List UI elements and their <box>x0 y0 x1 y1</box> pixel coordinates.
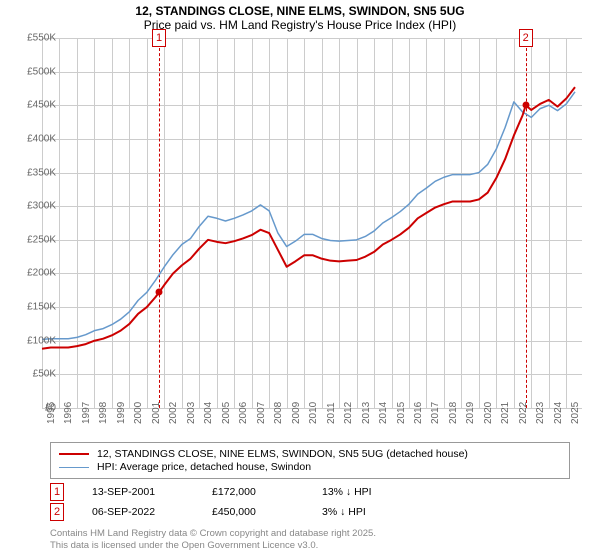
sale-dot <box>156 289 163 296</box>
x-axis-label: 1998 <box>98 402 109 424</box>
x-axis-label: 2018 <box>448 402 459 424</box>
x-axis-label: 1997 <box>81 402 92 424</box>
x-axis-label: 2016 <box>413 402 424 424</box>
x-axis-label: 2014 <box>378 402 389 424</box>
sales-row-marker: 1 <box>50 483 64 501</box>
x-axis-label: 2010 <box>308 402 319 424</box>
legend-swatch <box>59 453 89 455</box>
x-axis-label: 2022 <box>518 402 529 424</box>
chart-area: 12 <box>42 38 582 408</box>
legend-row: HPI: Average price, detached house, Swin… <box>59 461 561 473</box>
legend-label: 12, STANDINGS CLOSE, NINE ELMS, SWINDON,… <box>97 448 468 460</box>
line-series-svg <box>42 38 582 408</box>
x-axis-label: 2007 <box>256 402 267 424</box>
legend-swatch <box>59 467 89 468</box>
series-line <box>42 87 575 349</box>
x-axis-label: 2017 <box>430 402 441 424</box>
x-axis-label: 2024 <box>553 402 564 424</box>
x-axis-label: 2004 <box>203 402 214 424</box>
y-axis-label: £350K <box>6 167 56 178</box>
y-axis-label: £200K <box>6 268 56 279</box>
sales-row: 2 06-SEP-2022£450,0003% ↓ HPI <box>50 502 422 522</box>
x-axis-label: 2009 <box>291 402 302 424</box>
x-axis-label: 2003 <box>186 402 197 424</box>
y-axis-label: £50K <box>6 369 56 380</box>
x-axis-label: 1996 <box>63 402 74 424</box>
sales-row-date: 13-SEP-2001 <box>92 486 212 498</box>
series-line <box>42 92 575 340</box>
x-axis-label: 2023 <box>535 402 546 424</box>
footer-copyright: Contains HM Land Registry data © Crown c… <box>50 528 376 540</box>
x-axis-label: 2011 <box>326 402 337 424</box>
y-axis-label: £250K <box>6 234 56 245</box>
x-axis-label: 2005 <box>221 402 232 424</box>
y-axis-label: £400K <box>6 133 56 144</box>
legend: 12, STANDINGS CLOSE, NINE ELMS, SWINDON,… <box>50 442 570 479</box>
y-axis-label: £450K <box>6 100 56 111</box>
legend-row: 12, STANDINGS CLOSE, NINE ELMS, SWINDON,… <box>59 448 561 460</box>
title-address: 12, STANDINGS CLOSE, NINE ELMS, SWINDON,… <box>0 4 600 18</box>
x-axis-label: 2008 <box>273 402 284 424</box>
legend-label: HPI: Average price, detached house, Swin… <box>97 461 311 473</box>
sales-row-marker: 2 <box>50 503 64 521</box>
x-axis-label: 2019 <box>465 402 476 424</box>
x-axis-label: 2015 <box>396 402 407 424</box>
x-axis-label: 2020 <box>483 402 494 424</box>
x-axis-label: 2000 <box>133 402 144 424</box>
sales-row-delta: 13% ↓ HPI <box>322 486 422 498</box>
footer: Contains HM Land Registry data © Crown c… <box>50 528 376 552</box>
x-axis-label: 2001 <box>151 402 162 424</box>
chart-container: 12, STANDINGS CLOSE, NINE ELMS, SWINDON,… <box>0 0 600 560</box>
x-axis-label: 2002 <box>168 402 179 424</box>
y-axis-label: £300K <box>6 201 56 212</box>
title-block: 12, STANDINGS CLOSE, NINE ELMS, SWINDON,… <box>0 0 600 34</box>
x-axis-label: 1999 <box>116 402 127 424</box>
x-axis-label: 2013 <box>361 402 372 424</box>
sales-row-price: £172,000 <box>212 486 322 498</box>
x-axis-label: 2021 <box>500 402 511 424</box>
sales-row-date: 06-SEP-2022 <box>92 506 212 518</box>
title-subtitle: Price paid vs. HM Land Registry's House … <box>0 18 600 32</box>
sales-row-price: £450,000 <box>212 506 322 518</box>
sales-row-delta: 3% ↓ HPI <box>322 506 422 518</box>
y-axis-label: £500K <box>6 66 56 77</box>
footer-licence: This data is licensed under the Open Gov… <box>50 540 376 552</box>
y-axis-label: £100K <box>6 335 56 346</box>
y-axis-label: £150K <box>6 302 56 313</box>
sales-table: 1 13-SEP-2001£172,00013% ↓ HPI 2 06-SEP-202… <box>50 482 422 522</box>
sale-dot <box>522 102 529 109</box>
sales-row: 1 13-SEP-2001£172,00013% ↓ HPI <box>50 482 422 502</box>
y-axis-label: £550K <box>6 33 56 44</box>
x-axis-label: 1995 <box>46 402 57 424</box>
x-axis-label: 2025 <box>570 402 581 424</box>
x-axis-label: 2006 <box>238 402 249 424</box>
x-axis-label: 2012 <box>343 402 354 424</box>
